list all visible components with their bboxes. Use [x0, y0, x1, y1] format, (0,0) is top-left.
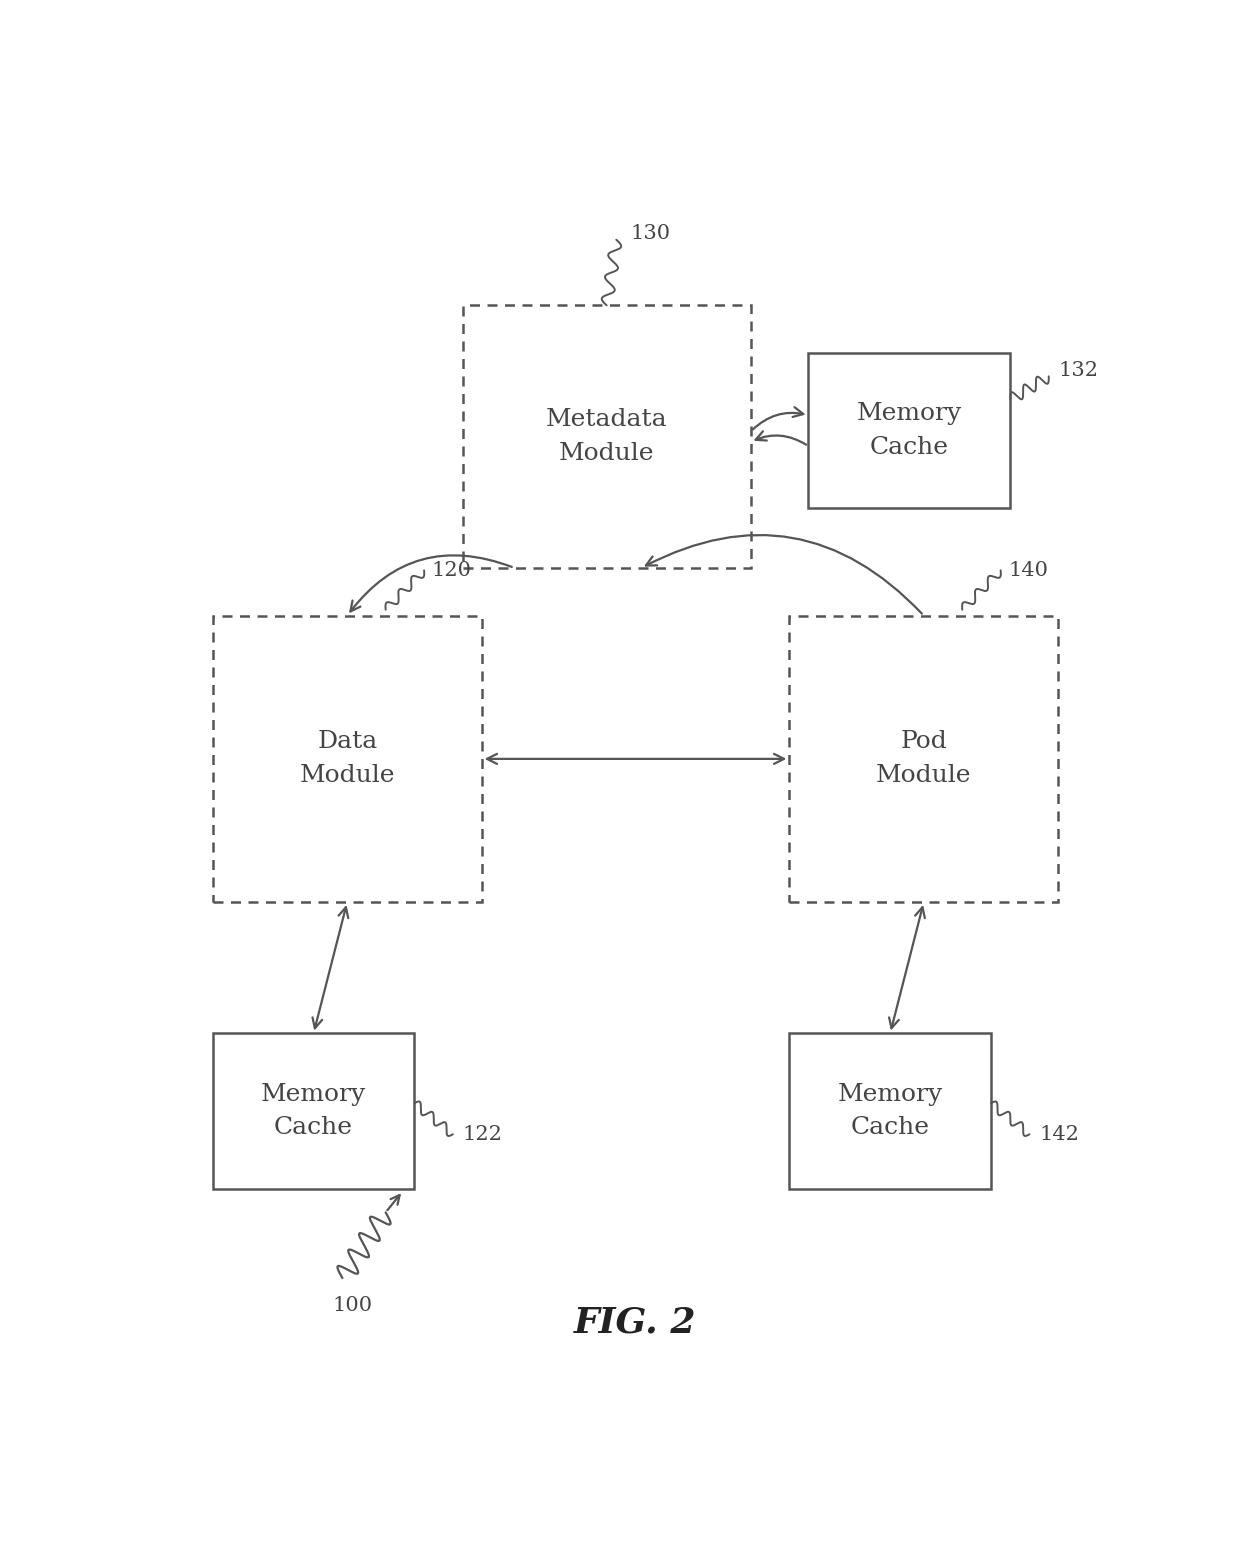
Text: 130: 130: [631, 225, 671, 243]
Text: Memory
Cache: Memory Cache: [837, 1082, 942, 1139]
Text: Memory
Cache: Memory Cache: [857, 403, 962, 459]
Text: 132: 132: [1059, 361, 1099, 380]
FancyBboxPatch shape: [463, 305, 751, 567]
Text: Pod
Module: Pod Module: [875, 730, 972, 787]
Text: 140: 140: [1008, 561, 1048, 580]
Text: 120: 120: [432, 561, 471, 580]
FancyBboxPatch shape: [213, 1034, 414, 1189]
FancyBboxPatch shape: [808, 353, 1011, 508]
Text: 122: 122: [463, 1125, 502, 1144]
FancyBboxPatch shape: [789, 615, 1059, 902]
FancyBboxPatch shape: [789, 1034, 991, 1189]
Text: Memory
Cache: Memory Cache: [260, 1082, 366, 1139]
Text: 142: 142: [1039, 1125, 1079, 1144]
Text: 100: 100: [332, 1296, 373, 1314]
Text: FIG. 2: FIG. 2: [574, 1305, 697, 1339]
Text: Data
Module: Data Module: [299, 730, 396, 787]
Text: Metadata
Module: Metadata Module: [546, 408, 667, 465]
FancyBboxPatch shape: [213, 615, 481, 902]
